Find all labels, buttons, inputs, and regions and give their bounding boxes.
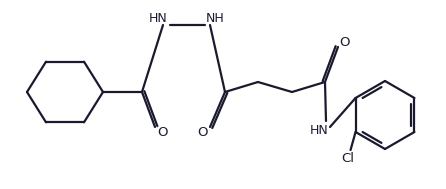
Text: O: O <box>198 125 208 139</box>
Text: HN: HN <box>149 12 167 26</box>
Text: NH: NH <box>206 12 224 26</box>
Text: Cl: Cl <box>341 152 354 164</box>
Text: HN: HN <box>310 123 328 136</box>
Text: O: O <box>340 36 350 49</box>
Text: O: O <box>157 125 167 139</box>
